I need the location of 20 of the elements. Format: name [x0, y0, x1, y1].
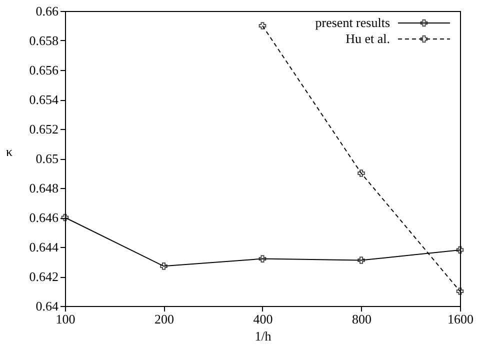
x-tick-label: 1600 — [448, 312, 474, 326]
legend-label: Hu et al. — [346, 31, 390, 46]
y-tick-label: 0.656 — [29, 62, 59, 78]
y-tick-label: 0.654 — [29, 92, 59, 107]
y-tick-label: 0.66 — [36, 4, 59, 18]
y-tick-label: 0.646 — [29, 210, 59, 225]
y-tick-label: 0.648 — [29, 180, 58, 196]
x-tick-label: 200 — [154, 312, 174, 326]
x-tick-label: 800 — [352, 312, 372, 326]
y-tick-label: 0.64 — [36, 298, 59, 314]
x-tick-label: 400 — [253, 312, 273, 326]
y-tick-label: 0.658 — [29, 33, 58, 48]
y-tick-label: 0.642 — [29, 269, 58, 284]
y-tick-label: 0.652 — [29, 122, 58, 136]
x-axis-title: 1/h — [254, 328, 272, 344]
y-axis-title: κ — [6, 144, 13, 159]
y-tick-label: 0.644 — [29, 240, 59, 254]
legend-label: present results — [315, 15, 390, 30]
y-tick-label: 0.65 — [36, 151, 58, 166]
x-tick-label: 100 — [56, 312, 76, 326]
